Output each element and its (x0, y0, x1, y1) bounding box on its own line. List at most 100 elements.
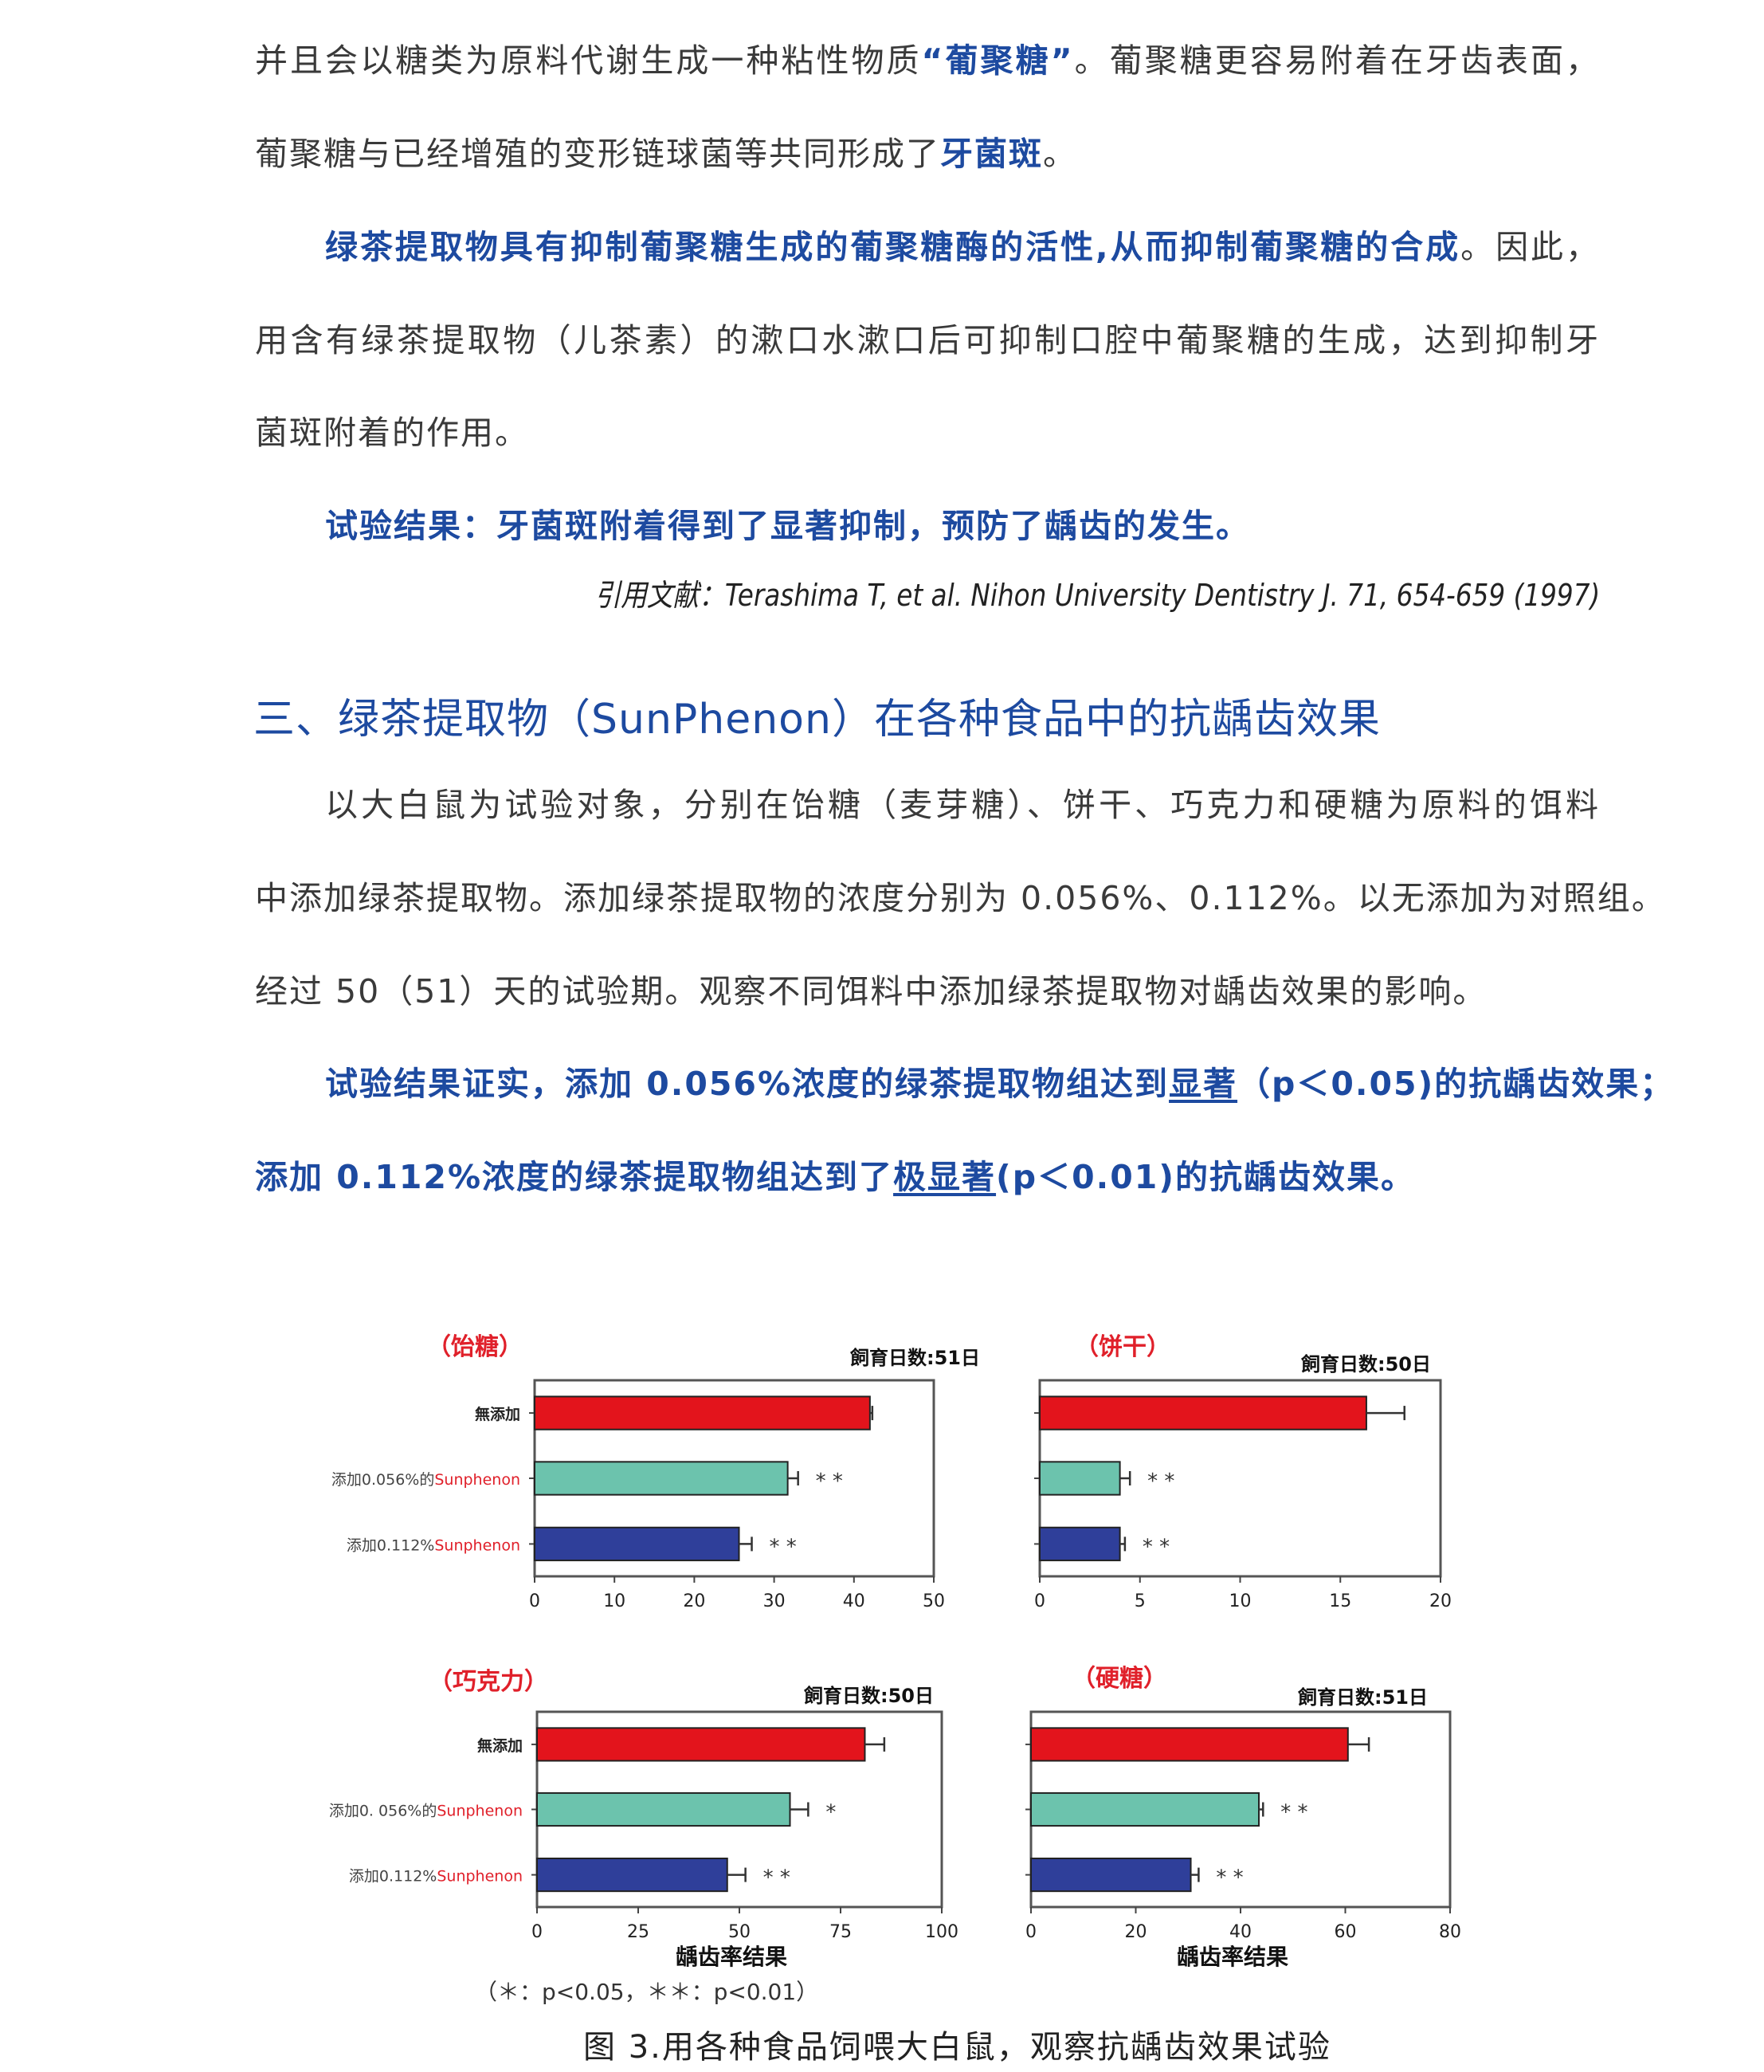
highlighted-text: 显著 (1169, 1065, 1238, 1103)
highlighted-text: 极显著 (893, 1158, 997, 1196)
x-tick-label: 40 (1229, 1922, 1252, 1942)
x-tick-label: 15 (1329, 1591, 1351, 1611)
x-tick-label: 50 (923, 1591, 945, 1611)
significance-marker: * * (1143, 1535, 1170, 1559)
bar (1039, 1461, 1121, 1496)
text-run: 并且会以糖类为原料代谢生成一种粘性物质 (255, 41, 922, 80)
significance-marker: * * (763, 1866, 790, 1890)
bar (1039, 1395, 1367, 1430)
bar (1030, 1791, 1260, 1827)
text-line: 经过 50（51）天的试验期。观察不同饵料中添加绿茶提取物对龋齿效果的影响。 (255, 967, 1600, 1015)
text-run: 菌斑附着的作用。 (255, 414, 529, 452)
chart-panel: （巧克力） 飼育日数:50日 0 25 50 75 100 龋齿率结果 無添加 * 添加0. 056… (329, 1668, 958, 1970)
category-label-part: 添加0.056%的 (331, 1471, 434, 1489)
text-run: 。葡聚糖更容易附着在牙齿表面， (1073, 41, 1600, 80)
chart-title: （巧克力） (429, 1668, 548, 1696)
text-line: 葡聚糖与已经增殖的变形链球菌等共同形成了牙菌斑。 (255, 130, 1600, 178)
figure-caption: 图 3.用各种食品饲喂大白鼠，观察抗龋齿效果试验 (583, 2029, 1331, 2066)
significance-marker: * * (1147, 1470, 1174, 1493)
text-line: 以大白鼠为试验对象，分别在饴糖（麦芽糖）、饼干、巧克力和硬糖为原料的饵料 (255, 781, 1600, 829)
bar (534, 1395, 871, 1430)
category-label: 添加0.112%Sunphenon (349, 1868, 523, 1886)
x-tick-label: 100 (925, 1922, 958, 1942)
text-run: 葡聚糖与已经增殖的变形链球菌等共同形成了 (255, 135, 940, 173)
chart-panel: （硬糖） 飼育日数:51日 0 20 40 60 80 龋齿率结果 * * * * (1025, 1665, 1461, 1970)
days-label: 飼育日数:51日 (1298, 1686, 1428, 1709)
highlighted-text: 牙菌斑 (940, 135, 1043, 173)
category-label: 無添加 (477, 1736, 523, 1755)
category-label-part: Sunphenon (437, 1803, 523, 1820)
text-line: 绿茶提取物具有抑制葡聚糖生成的葡聚糖酶的活性,从而抑制葡聚糖的合成。因此， (255, 223, 1600, 271)
x-tick-label: 20 (1429, 1591, 1452, 1611)
x-axis-label: 龋齿率结果 (676, 1944, 787, 1970)
bar (534, 1526, 740, 1562)
text-run: 中添加绿茶提取物。添加绿茶提取物的浓度分别为 0.056%、0.112%。以无添… (255, 879, 1666, 917)
highlighted-text: (p＜0.01)的抗龋齿效果。 (996, 1158, 1416, 1196)
highlighted-text: 绿茶提取物具有抑制葡聚糖生成的葡聚糖酶的活性,从而抑制葡聚糖的合成 (325, 228, 1461, 266)
text-run: 。因此， (1460, 228, 1601, 266)
chart-title: （硬糖） (1072, 1665, 1167, 1693)
x-tick-label: 10 (603, 1591, 625, 1611)
category-label-part: Sunphenon (434, 1536, 520, 1554)
x-tick-label: 25 (627, 1922, 649, 1942)
category-label-part: 添加0.112% (347, 1536, 434, 1554)
text-run: 经过 50（51）天的试验期。观察不同饵料中添加绿茶提取物对龋齿效果的影响。 (255, 972, 1488, 1010)
text-line: 用含有绿茶提取物（儿茶素）的漱口水漱口后可抑制口腔中葡聚糖的生成，达到抑制牙 (255, 316, 1600, 364)
x-tick-label: 0 (1034, 1591, 1045, 1611)
category-label-part: Sunphenon (434, 1471, 520, 1489)
highlighted-text: （p＜0.05)的抗龋齿效果； (1237, 1065, 1675, 1103)
days-label: 飼育日数:51日 (850, 1347, 980, 1369)
x-tick-label: 0 (531, 1922, 543, 1942)
significance-marker: * * (816, 1470, 843, 1493)
category-label-part: 無添加 (477, 1736, 523, 1755)
citation: 引用文献：Terashima T, et al. Nihon Universit… (594, 578, 1600, 613)
x-tick-label: 20 (1125, 1922, 1147, 1942)
days-label: 飼育日数:50日 (804, 1685, 934, 1707)
text-line: 中添加绿茶提取物。添加绿茶提取物的浓度分别为 0.056%、0.112%。以无添… (255, 874, 1664, 922)
text-line: 试验结果：牙菌斑附着得到了显著抑制，预防了龋齿的发生。 (255, 502, 1600, 550)
chart-panel: （饼干） 飼育日数:50日 0 5 10 15 20 * * * * (1034, 1333, 1452, 1611)
chart-title: （饴糖） (427, 1333, 523, 1361)
category-label-part: 無添加 (475, 1405, 520, 1423)
bar (534, 1461, 789, 1496)
text-run: 用含有绿茶提取物（儿茶素）的漱口水漱口后可抑制口腔中葡聚糖的生成，达到抑制牙 (255, 321, 1600, 359)
category-label: 添加0.112%Sunphenon (347, 1536, 520, 1554)
category-label: 無添加 (475, 1405, 520, 1423)
days-label: 飼育日数:50日 (1301, 1353, 1431, 1375)
x-tick-label: 40 (843, 1591, 865, 1611)
significance-marker: * * (770, 1535, 797, 1559)
text-run: 以大白鼠为试验对象，分别在饴糖（麦芽糖）、饼干、巧克力和硬糖为原料的饵料 (325, 786, 1600, 824)
highlighted-text: 试验结果：牙菌斑附着得到了显著抑制，预防了龋齿的发生。 (325, 507, 1250, 545)
significance-marker: * * (1280, 1801, 1307, 1825)
highlighted-text: 添加 0.112%浓度的绿茶提取物组达到了 (255, 1158, 894, 1196)
x-tick-label: 0 (1025, 1922, 1037, 1942)
bar (1030, 1857, 1192, 1893)
category-label: 添加0. 056%的Sunphenon (329, 1803, 523, 1820)
bar (1039, 1526, 1121, 1562)
highlighted-text: 试验结果证实，添加 0.056%浓度的绿茶提取物组达到 (325, 1065, 1170, 1103)
x-tick-label: 75 (829, 1922, 852, 1942)
significance-marker: * * (1216, 1866, 1243, 1890)
bar (536, 1727, 866, 1762)
significance-marker: * (825, 1801, 836, 1825)
x-tick-label: 50 (728, 1922, 751, 1942)
x-tick-label: 10 (1229, 1591, 1252, 1611)
category-label: 添加0.056%的Sunphenon (331, 1471, 520, 1489)
x-axis-label: 龋齿率结果 (1177, 1944, 1288, 1970)
bar (536, 1791, 791, 1827)
highlighted-text: “葡聚糖” (921, 41, 1074, 80)
x-tick-label: 5 (1135, 1591, 1146, 1611)
bar (536, 1857, 728, 1893)
bar (1030, 1727, 1349, 1762)
text-run: 。 (1043, 135, 1077, 173)
category-label-part: Sunphenon (437, 1868, 523, 1886)
x-tick-label: 80 (1439, 1922, 1461, 1942)
category-label-part: 添加0.112% (349, 1868, 437, 1886)
x-tick-label: 20 (683, 1591, 705, 1611)
x-tick-label: 60 (1335, 1922, 1357, 1942)
text-line: 添加 0.112%浓度的绿茶提取物组达到了极显著(p＜0.01)的抗龋齿效果。 (255, 1153, 1600, 1201)
text-line: 并且会以糖类为原料代谢生成一种粘性物质“葡聚糖”。葡聚糖更容易附着在牙齿表面， (255, 37, 1600, 84)
x-tick-label: 0 (529, 1591, 540, 1611)
